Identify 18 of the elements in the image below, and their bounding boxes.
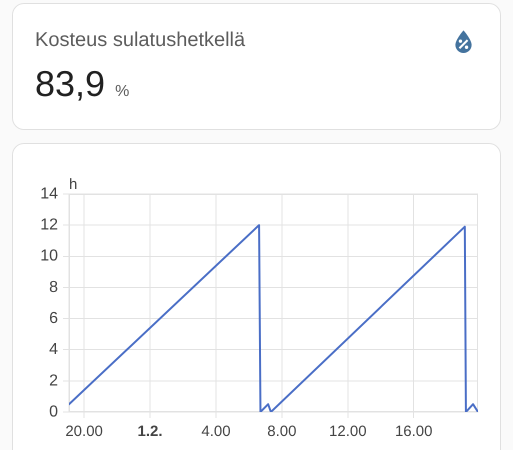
y-tick-label: 12 (40, 216, 58, 234)
y-tick-label: 6 (49, 310, 58, 327)
x-tick-label: 4.00 (201, 423, 231, 440)
text: % (115, 83, 130, 101)
x-tick-label: 8.00 (267, 423, 296, 440)
x-tick-label: 16.00 (394, 423, 432, 440)
y-tick-label: 14 (40, 185, 58, 202)
y-tick-label: 0 (49, 403, 58, 420)
text: 83,9 (35, 63, 106, 105)
x-tick-label: 12.00 (329, 423, 367, 440)
y-tick-label: 2 (49, 372, 58, 390)
x-tick-label: 1.2. (138, 423, 163, 440)
text: Kosteus sulatushetkellä (35, 29, 246, 52)
y-tick-label: 4 (49, 341, 58, 358)
y-axis-title: h (69, 176, 78, 193)
x-tick-label: 20.00 (65, 423, 103, 440)
y-tick-label: 8 (49, 278, 58, 296)
y-tick-label: 10 (40, 248, 58, 265)
